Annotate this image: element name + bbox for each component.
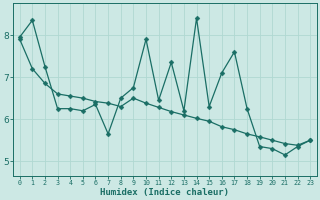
X-axis label: Humidex (Indice chaleur): Humidex (Indice chaleur)	[100, 188, 229, 197]
